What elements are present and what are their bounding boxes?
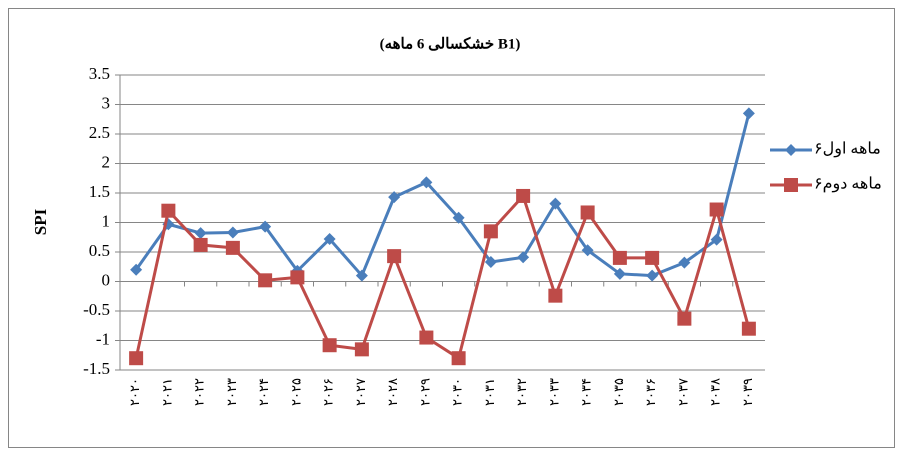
x-tick-label: ۲۰۲۴ (256, 378, 271, 406)
point (581, 244, 594, 257)
y-tick-label: 3 (102, 93, 111, 112)
point (290, 270, 305, 285)
x-tick-label: ۲۰۳۸ (708, 378, 723, 406)
point (387, 249, 402, 264)
point (193, 237, 208, 252)
x-tick-label: ۲۰۳۶ (643, 378, 658, 406)
point (646, 269, 659, 282)
x-tick-label: ۲۰۳۵ (611, 378, 626, 406)
point (225, 240, 240, 255)
point (451, 351, 466, 366)
point (129, 351, 144, 366)
x-tick-label: ۲۰۳۰ (450, 378, 465, 406)
point (420, 176, 433, 189)
x-tick-label: ۲۰۳۲ (514, 378, 529, 406)
point (516, 188, 531, 203)
point (226, 226, 239, 239)
y-tick-label: -1 (96, 329, 110, 348)
point (483, 224, 498, 239)
x-tick-label: ۲۰۳۹ (740, 378, 755, 406)
point (677, 311, 692, 326)
point (580, 205, 595, 220)
x-tick-label: ۲۰۲۵ (288, 378, 303, 406)
x-tick-label: ۲۰۲۹ (417, 378, 432, 406)
chart-title: (خشکسالی 6 ماهه B1) (380, 36, 521, 52)
point (613, 267, 626, 280)
y-tick-label: 3.5 (89, 64, 110, 83)
point (548, 288, 563, 303)
point (612, 250, 627, 265)
x-tick-label: ۲۰۳۴ (579, 378, 594, 406)
point (258, 273, 273, 288)
y-tick-label: -1.5 (83, 359, 110, 378)
x-tick-label: ۲۰۲۰ (127, 378, 142, 406)
y-axis-label: SPI (31, 208, 50, 235)
legend-marker (784, 178, 798, 192)
y-tick-label: -0.5 (83, 300, 110, 319)
x-tick-label: ۲۰۲۷ (353, 378, 368, 406)
point (194, 227, 207, 240)
chart-border (8, 8, 895, 448)
point (484, 256, 497, 269)
legend-marker (785, 144, 797, 156)
y-tick-label: 0.5 (89, 241, 110, 260)
point (161, 203, 176, 218)
x-tick-label: ۲۰۳۷ (675, 378, 690, 406)
y-tick-label: 2 (102, 152, 111, 171)
point (388, 191, 401, 204)
x-tick-label: ۲۰۲۶ (321, 378, 336, 406)
point (323, 233, 336, 246)
point (645, 250, 660, 265)
legend-label: ۶ماهه دوم (814, 176, 882, 193)
point (678, 256, 691, 269)
point (130, 263, 143, 276)
x-tick-label: ۲۰۲۳ (224, 378, 239, 406)
y-tick-label: 1 (102, 211, 111, 230)
point (259, 220, 272, 233)
x-tick-label: ۲۰۲۲ (192, 378, 207, 406)
y-tick-label: 0 (102, 270, 111, 289)
point (709, 202, 724, 217)
x-tick-label: ۲۰۲۸ (385, 378, 400, 406)
x-tick-label: ۲۰۲۱ (159, 378, 174, 406)
point (452, 211, 465, 224)
point (710, 233, 723, 246)
point (517, 251, 530, 264)
point (741, 321, 756, 336)
y-tick-label: 2.5 (89, 123, 110, 142)
point (742, 107, 755, 120)
y-tick-label: 1.5 (89, 182, 110, 201)
point (419, 330, 434, 345)
x-tick-label: ۲۰۳۱ (482, 378, 497, 406)
point (322, 338, 337, 353)
legend-label: ۶ماهه اول (814, 141, 881, 158)
point (549, 197, 562, 210)
point (355, 269, 368, 282)
point (354, 342, 369, 357)
x-tick-label: ۲۰۳۳ (546, 378, 561, 406)
